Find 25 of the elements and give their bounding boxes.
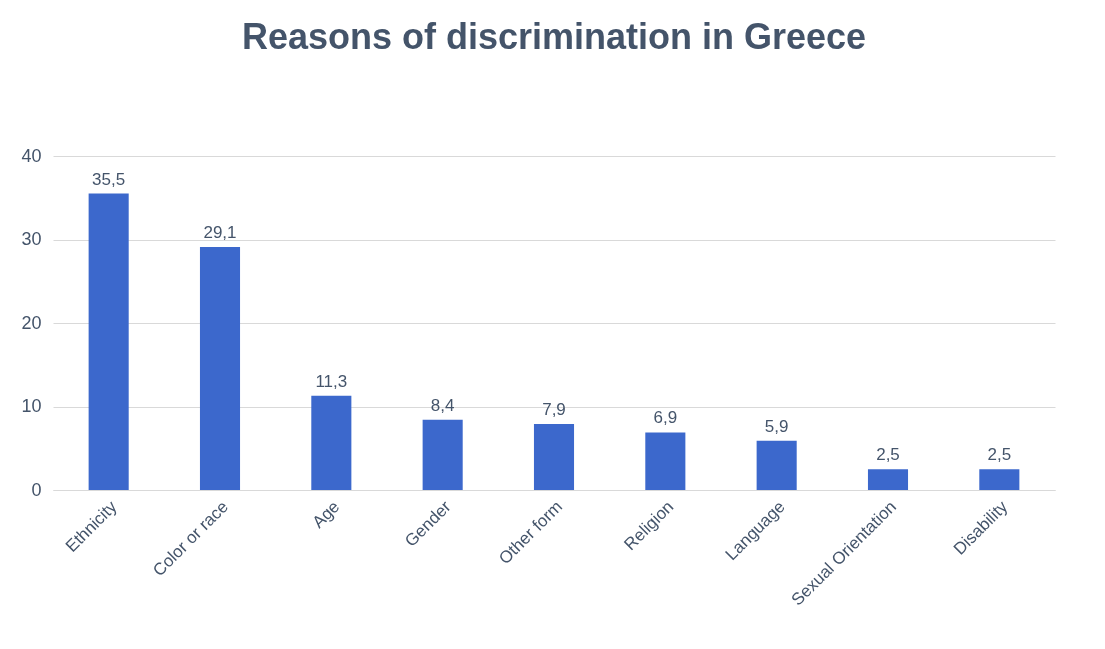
- bar: [645, 432, 686, 490]
- y-tick-label: 0: [31, 479, 42, 500]
- y-tick-label: 10: [21, 396, 42, 416]
- bar: [422, 419, 463, 490]
- chart-title: Reasons of discrimination in Greece: [241, 16, 867, 57]
- bar: [311, 395, 352, 490]
- bar: [533, 424, 575, 490]
- data-label: 7,9: [542, 400, 566, 420]
- data-label: 5,9: [764, 416, 789, 436]
- data-label: 29,1: [203, 223, 237, 243]
- data-label: 11,3: [315, 371, 348, 391]
- bar: [979, 469, 1020, 490]
- bar: [199, 247, 241, 490]
- x-tick-label: Age: [308, 497, 344, 532]
- data-label: 2,5: [987, 445, 1012, 465]
- data-label: 35,5: [92, 169, 126, 189]
- y-tick-label: 20: [21, 312, 42, 333]
- bar: [756, 440, 797, 490]
- data-label: 8,4: [430, 395, 455, 415]
- y-tick-label: 30: [21, 229, 42, 249]
- data-label: 2,5: [876, 445, 900, 465]
- y-tick-label: 40: [21, 145, 42, 166]
- bar: [88, 193, 129, 490]
- data-label: 6,9: [653, 408, 678, 428]
- bar: [867, 469, 909, 490]
